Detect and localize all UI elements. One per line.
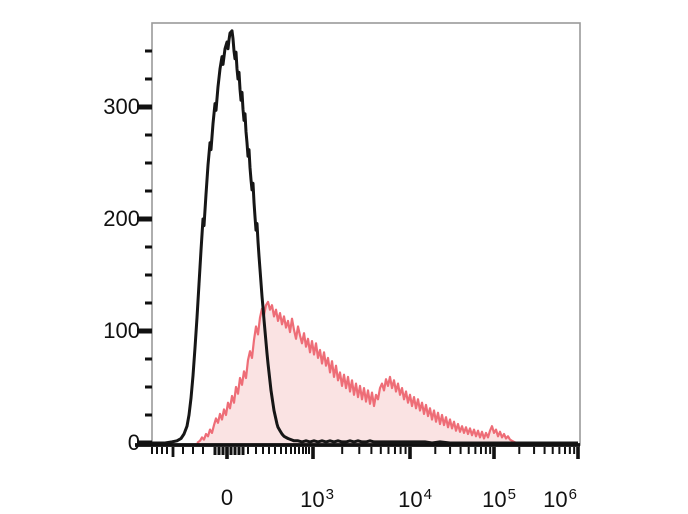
x-cluster-tick — [233, 447, 237, 455]
x-minor-tick — [434, 447, 437, 454]
x-minor-tick — [467, 447, 470, 454]
plot-frame — [151, 22, 581, 446]
x-minor-tick — [161, 447, 163, 454]
x-minor-tick — [449, 447, 452, 454]
x-minor-tick — [247, 447, 249, 454]
x-minor-tick — [202, 447, 204, 454]
x-cluster-tick — [237, 447, 241, 455]
x-minor-tick — [379, 447, 382, 454]
x-minor-tick — [459, 447, 462, 454]
x-minor-tick — [274, 447, 276, 454]
y-minor-tick — [145, 357, 152, 361]
x-minor-tick — [484, 447, 487, 454]
x-minor-tick — [268, 447, 270, 454]
x-cluster-tick — [221, 447, 225, 455]
x-minor-tick — [192, 447, 194, 454]
x-axis-line — [135, 443, 580, 447]
unstained-control-curve — [137, 29, 578, 445]
x-major-tick-0 — [225, 447, 229, 459]
x-minor-tick — [280, 447, 282, 454]
x-minor-tick — [393, 447, 396, 454]
x-minor-tick — [166, 447, 168, 454]
x-minor-tick — [563, 447, 566, 454]
y-minor-tick — [145, 49, 152, 53]
y-major-tick-200 — [137, 216, 152, 222]
x-medium-tick — [171, 447, 175, 457]
x-minor-tick — [489, 447, 492, 454]
x-minor-tick — [518, 447, 521, 454]
y-minor-tick — [145, 301, 152, 305]
y-minor-tick — [145, 161, 152, 165]
y-minor-tick — [145, 133, 152, 137]
x-cluster-tick — [217, 447, 221, 455]
y-minor-tick — [145, 245, 152, 249]
y-major-tick-300 — [137, 104, 152, 110]
x-minor-tick — [573, 447, 576, 454]
x-minor-tick — [156, 447, 158, 454]
x-minor-tick — [551, 447, 554, 454]
x-minor-tick — [387, 447, 390, 454]
x-minor-tick — [370, 447, 373, 454]
x-major-tick-10^4 — [408, 447, 412, 459]
x-minor-tick — [341, 447, 344, 454]
x-minor-tick — [151, 447, 153, 454]
x-minor-tick — [474, 447, 477, 454]
x-minor-tick — [285, 447, 287, 454]
x-minor-tick — [543, 447, 546, 454]
stained-sample-curve — [196, 300, 524, 445]
x-minor-tick — [255, 447, 257, 454]
x-minor-tick — [182, 447, 184, 454]
x-cluster-tick — [229, 447, 233, 455]
x-cluster-tick — [241, 447, 245, 455]
x-major-tick-10^6 — [576, 447, 580, 459]
x-minor-tick — [479, 447, 482, 454]
x-minor-tick — [305, 447, 307, 454]
x-major-tick-10^5 — [492, 447, 496, 459]
y-minor-tick — [145, 385, 152, 389]
y-major-tick-100 — [137, 328, 152, 334]
x-minor-tick — [308, 447, 310, 454]
x-minor-tick — [294, 447, 296, 454]
x-minor-tick — [290, 447, 292, 454]
y-axis-ticks — [137, 49, 152, 446]
x-minor-tick — [568, 447, 571, 454]
x-major-tick-10^3 — [311, 447, 315, 459]
x-minor-tick — [302, 447, 304, 454]
x-minor-tick — [298, 447, 300, 454]
y-minor-tick — [145, 189, 152, 193]
y-minor-tick — [145, 77, 152, 81]
x-minor-tick — [533, 447, 536, 454]
y-minor-tick — [145, 273, 152, 277]
x-minor-tick — [358, 447, 361, 454]
x-minor-tick — [399, 447, 402, 454]
x-minor-tick — [558, 447, 561, 454]
y-major-tick-0 — [137, 440, 152, 446]
x-axis-ticks — [151, 447, 580, 459]
x-minor-tick — [262, 447, 264, 454]
stained-sample-area — [197, 301, 524, 445]
y-minor-tick — [145, 413, 152, 417]
x-minor-tick — [404, 447, 407, 454]
x-cluster-tick — [213, 447, 217, 455]
